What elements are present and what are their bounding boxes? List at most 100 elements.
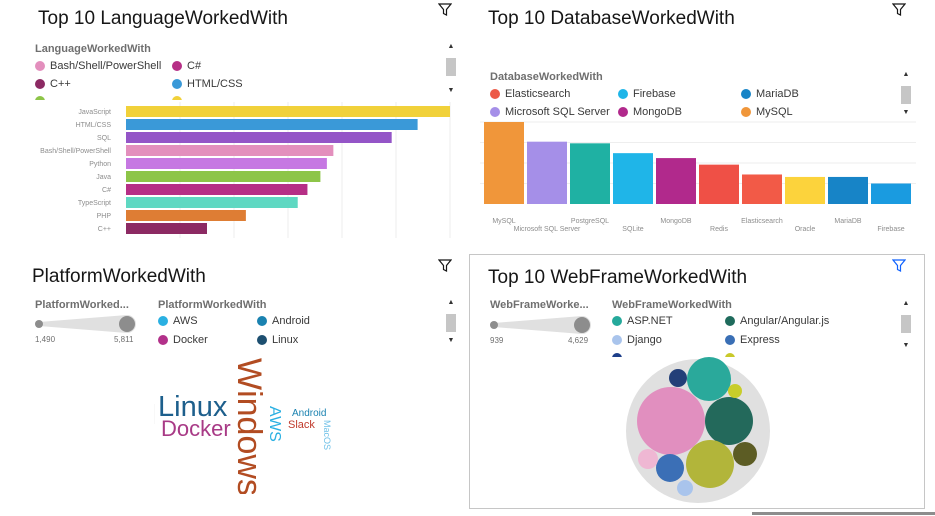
bubble[interactable]: [637, 387, 705, 455]
bar[interactable]: [699, 164, 739, 204]
bar[interactable]: [126, 145, 334, 156]
bubble[interactable]: [705, 397, 753, 445]
scroll-down-icon[interactable]: ▼: [902, 109, 910, 116]
bar[interactable]: [126, 197, 298, 208]
scroll-thumb[interactable]: [446, 58, 456, 76]
legend-item[interactable]: Firebase: [618, 88, 676, 100]
bar[interactable]: [785, 176, 825, 204]
bubble[interactable]: [733, 442, 757, 466]
bar[interactable]: [484, 122, 524, 204]
legend-item[interactable]: Express: [725, 334, 780, 346]
word-small: ··········: [208, 437, 218, 441]
tick-label: JavaScript: [78, 109, 111, 116]
page-title: Top 10 LanguageWorkedWith: [38, 8, 288, 29]
bubble[interactable]: [656, 454, 684, 482]
scroll-thumb[interactable]: [901, 86, 911, 104]
legend-item[interactable]: Angular/Angular.js: [725, 315, 829, 327]
tick-label: Oracle: [795, 226, 816, 233]
legend-title: PlatformWorkedWith: [158, 299, 267, 311]
scroll-down-icon[interactable]: ▼: [902, 342, 910, 349]
filter-icon[interactable]: [438, 259, 452, 273]
legend-dot: [618, 107, 628, 117]
legend-dot: [725, 335, 735, 345]
word-docker[interactable]: Docker: [161, 416, 231, 441]
legend-scrollbar[interactable]: ▲ ▼: [900, 70, 912, 120]
legend-scrollbar[interactable]: ▲ ▼: [900, 299, 912, 353]
panel-database: Top 10 DatabaseWorkedWith DatabaseWorked…: [470, 0, 935, 250]
scroll-thumb[interactable]: [446, 314, 456, 332]
bar[interactable]: [126, 223, 207, 234]
legend-scrollbar[interactable]: ▲ ▼: [445, 298, 457, 348]
bubble[interactable]: [687, 357, 731, 401]
scroll-down-icon[interactable]: ▼: [447, 337, 455, 344]
bar[interactable]: [828, 176, 868, 204]
bubble[interactable]: [728, 384, 742, 398]
language-bar-chart: JavaScript HTML/CSS SQL Bash/Shell/PowerShe…: [40, 102, 451, 238]
legend-item[interactable]: C#: [172, 60, 201, 72]
word-android[interactable]: Android: [292, 408, 326, 419]
bar[interactable]: [656, 158, 696, 204]
legend-dot: [35, 96, 45, 100]
scroll-up-icon[interactable]: ▲: [447, 43, 455, 50]
bar[interactable]: [126, 132, 392, 143]
scroll-up-icon[interactable]: ▲: [902, 300, 910, 307]
panel-webframe[interactable]: Top 10 WebFrameWorkedWith WebFrameWorke.…: [469, 254, 925, 509]
legend-item[interactable]: Django: [612, 334, 662, 346]
scroll-down-icon[interactable]: ▼: [447, 87, 455, 94]
page-horizontal-scrollbar[interactable]: [752, 512, 935, 515]
legend-item[interactable]: MySQL: [741, 106, 793, 118]
scroll-up-icon[interactable]: ▲: [447, 299, 455, 306]
bubble[interactable]: [677, 480, 693, 496]
legend-dot: [612, 353, 622, 357]
filter-icon[interactable]: [892, 3, 906, 17]
bar[interactable]: [527, 141, 567, 204]
bar[interactable]: [871, 183, 911, 205]
filter-icon[interactable]: [892, 259, 906, 273]
legend-item[interactable]: Elasticsearch: [490, 88, 570, 100]
size-legend-title: PlatformWorked...: [35, 299, 129, 311]
word-linux[interactable]: Linux: [158, 391, 228, 423]
legend-item[interactable]: Android: [257, 315, 310, 327]
legend-item[interactable]: Microsoft SQL Server: [490, 106, 610, 118]
legend-label: Microsoft SQL Server: [505, 106, 610, 118]
legend-dot: [618, 89, 628, 99]
legend: ASP.NET Angular/Angular.js Django Expres…: [612, 313, 902, 357]
bar[interactable]: [126, 210, 246, 221]
legend-item[interactable]: ASP.NET: [612, 315, 673, 327]
legend-item[interactable]: Linux: [257, 334, 298, 346]
panel-language: Top 10 LanguageWorkedWith LanguageWorked…: [0, 0, 462, 250]
legend-item[interactable]: C++: [35, 78, 71, 90]
page-title: Top 10 WebFrameWorkedWith: [488, 267, 748, 288]
bubble[interactable]: [686, 440, 734, 488]
legend-item[interactable]: Docker: [158, 334, 208, 346]
scroll-thumb[interactable]: [901, 315, 911, 333]
legend-item[interactable]: HTML/CSS: [172, 78, 243, 90]
tick-label: SQLite: [622, 226, 644, 233]
filter-icon[interactable]: [438, 3, 452, 17]
word-macos[interactable]: MacOS: [322, 420, 332, 450]
legend-scrollbar[interactable]: ▲ ▼: [445, 42, 457, 98]
word-slack[interactable]: Slack: [288, 419, 315, 431]
word-windows[interactable]: Windows: [230, 358, 268, 494]
platform-word-cloud: Windows Linux Docker AWS Android Slack M…: [153, 358, 332, 494]
scroll-up-icon[interactable]: ▲: [902, 71, 910, 78]
bar[interactable]: [126, 184, 308, 195]
legend-item[interactable]: MongoDB: [618, 106, 682, 118]
legend-dot: [172, 96, 182, 100]
bar[interactable]: [570, 143, 610, 204]
bar[interactable]: [126, 106, 450, 117]
legend-dot: [741, 89, 751, 99]
legend-item[interactable]: MariaDB: [741, 88, 799, 100]
legend-label: C#: [187, 60, 202, 72]
word-aws[interactable]: AWS: [266, 406, 283, 442]
bar[interactable]: [613, 153, 653, 204]
bubble[interactable]: [669, 369, 687, 387]
bar[interactable]: [742, 174, 782, 204]
bar[interactable]: [126, 158, 327, 169]
legend-dot: [725, 353, 735, 357]
legend-item[interactable]: AWS: [158, 315, 198, 327]
bubble[interactable]: [638, 449, 658, 469]
bar[interactable]: [126, 171, 321, 182]
bar[interactable]: [126, 119, 418, 130]
legend-item[interactable]: Bash/Shell/PowerShell: [35, 60, 161, 72]
